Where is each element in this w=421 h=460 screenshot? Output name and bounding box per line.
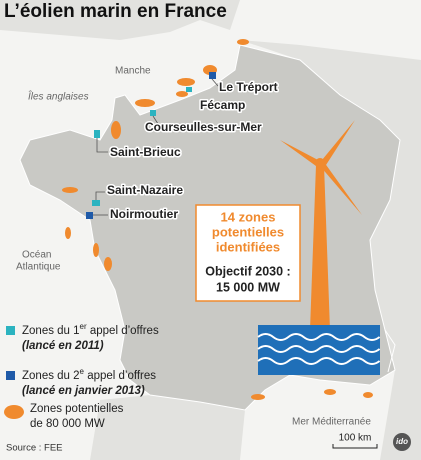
zone	[237, 39, 249, 45]
turbine-blade	[320, 162, 362, 215]
legend-note: (lancé en janvier 2013)	[22, 385, 145, 397]
info-box-text: 14 zones potentielles identifiées Object…	[205, 209, 290, 294]
legend-swatch	[4, 405, 24, 419]
legend-label: Zones potentielles	[30, 403, 124, 415]
sea-label: Mer Méditerranée	[292, 417, 371, 428]
zone-saint-nazaire	[92, 200, 100, 206]
first-call-zones	[92, 87, 192, 206]
zone	[65, 227, 71, 239]
zone	[251, 394, 265, 400]
legend-swatch	[6, 371, 15, 380]
place-label: Courseulles-sur-Mer	[145, 120, 262, 134]
legend-text: Zones du 2	[22, 370, 80, 382]
turbine-tower	[310, 165, 330, 330]
leader	[152, 115, 161, 128]
legend-note: (lancé en 2011)	[22, 340, 104, 352]
zone	[177, 78, 195, 86]
info-box	[195, 204, 301, 302]
source: Source : FEE	[6, 443, 63, 454]
neighbours	[240, 40, 421, 460]
legend-sup: er	[80, 322, 87, 331]
zone	[135, 99, 155, 107]
coast-detail	[384, 329, 396, 373]
title: L’éolien marin en France	[4, 1, 227, 22]
logo-badge	[393, 433, 411, 451]
zone	[176, 91, 188, 97]
sea-label: Îles anglaises	[28, 90, 89, 103]
england	[0, 0, 240, 40]
place-label: Saint-Nazaire	[107, 183, 183, 197]
place-label: Noirmoutier	[110, 207, 178, 221]
zone	[104, 257, 112, 271]
headline: identifiées	[216, 239, 280, 254]
zone	[363, 392, 373, 398]
legend-label: Zones du 1er appel d’offres	[22, 322, 159, 337]
potential-zones	[62, 39, 373, 400]
leader	[95, 191, 105, 200]
wind-turbine	[280, 120, 362, 330]
turbine-hub	[315, 158, 325, 168]
sea-label: Océan	[22, 250, 51, 261]
zone	[93, 243, 99, 257]
goal: 15 000 MW	[216, 280, 280, 294]
zone-fecamp	[186, 87, 192, 92]
waves	[257, 325, 381, 375]
zone	[111, 121, 121, 139]
turbine-blade	[280, 140, 318, 166]
place-label: Fécamp	[200, 98, 245, 112]
scale-label: 100 km	[339, 433, 372, 444]
zone-courseulles	[150, 110, 156, 116]
scale-bar	[332, 444, 378, 449]
zone	[324, 389, 336, 395]
sea-label: Atlantique	[16, 262, 61, 273]
turbine-blade	[322, 120, 355, 165]
zone-saint-brieuc	[94, 130, 100, 138]
legend-label: de 80 000 MW	[30, 418, 105, 430]
zone-noirmoutier	[86, 212, 93, 219]
place-label: Saint-Brieuc	[110, 145, 181, 159]
second-call-zones	[86, 72, 216, 219]
legend-swatch	[6, 326, 15, 335]
legend-text: appel d’offres	[84, 370, 156, 382]
place-label: Le Tréport	[219, 80, 278, 94]
zone-le-treport	[209, 72, 216, 79]
legend: Zones du 1er appel d’offres (lancé en 20…	[4, 322, 159, 430]
sea-label: Manche	[115, 66, 151, 77]
legend-sup: e	[80, 367, 85, 376]
leader	[211, 78, 219, 87]
legend-text: appel d’offres	[87, 325, 159, 337]
headline: potentielles	[212, 224, 284, 239]
goal: Objectif 2030 :	[205, 264, 290, 278]
wave-lines	[257, 333, 381, 365]
legend-text: Zones du 1	[22, 325, 80, 337]
logo: ido	[396, 437, 408, 446]
zone	[62, 187, 78, 193]
spain	[90, 395, 245, 460]
leader-lines	[93, 78, 219, 216]
headline: 14 zones	[221, 209, 276, 224]
legend-label: Zones du 2e appel d’offres	[22, 367, 156, 382]
leader	[96, 138, 108, 153]
